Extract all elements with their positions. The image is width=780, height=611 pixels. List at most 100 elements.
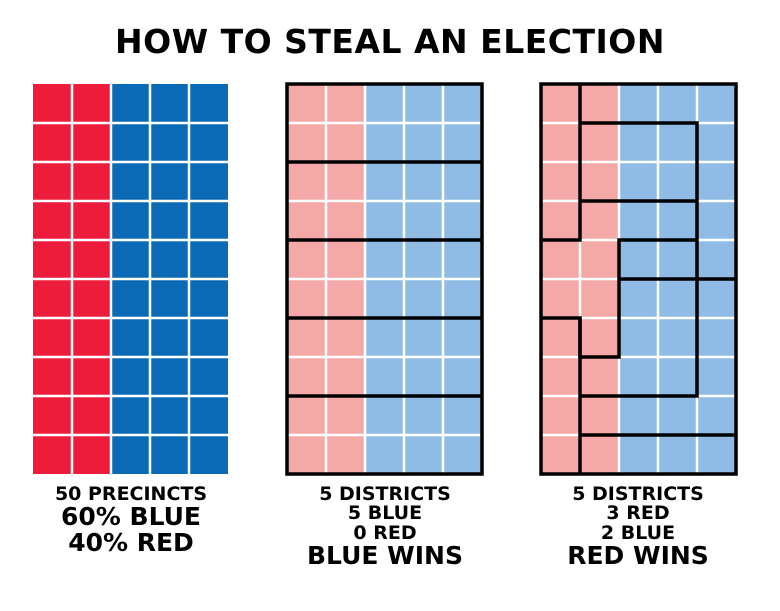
fair-red-precinct — [287, 201, 326, 240]
original-red-precinct — [72, 318, 111, 357]
fair-blue-precinct — [365, 435, 404, 474]
fair-red-precinct — [326, 357, 365, 396]
original-red-precinct — [72, 240, 111, 279]
original-blue-precinct — [189, 240, 228, 279]
gerry-blue-precinct — [619, 84, 658, 123]
original-red-precinct — [72, 201, 111, 240]
original-blue-precinct — [111, 435, 150, 474]
gerry-blue-precinct — [619, 123, 658, 162]
gerry-red-precinct — [541, 240, 580, 279]
fair-red-precinct — [287, 240, 326, 279]
original-blue-precinct — [189, 162, 228, 201]
fair-blue-precinct — [443, 396, 482, 435]
fair-blue-precinct — [443, 201, 482, 240]
original-red-precinct — [33, 396, 72, 435]
gerry-blue-precinct — [619, 318, 658, 357]
fair-blue-precinct — [365, 84, 404, 123]
caption-gerry-line-1: 5 DISTRICTS — [572, 483, 704, 505]
original-red-precinct — [33, 435, 72, 474]
gerry-red-precinct — [580, 318, 619, 357]
gerry-outer-border — [539, 82, 738, 476]
fair-blue-precinct — [404, 396, 443, 435]
caption-gerry-line-4: RED WINS — [567, 541, 709, 571]
fair-blue-precinct — [443, 123, 482, 162]
fair-red-precinct — [326, 240, 365, 279]
original-red-precinct — [72, 279, 111, 318]
gerry-red-precinct — [580, 240, 619, 279]
fair-blue-precinct — [365, 396, 404, 435]
fair-blue-precinct — [443, 240, 482, 279]
original-blue-precinct — [111, 84, 150, 123]
fair-red-precinct — [287, 318, 326, 357]
gerry-blue-precinct — [658, 318, 697, 357]
fair-red-precinct — [287, 357, 326, 396]
original-red-precinct — [33, 240, 72, 279]
original-red-precinct — [33, 162, 72, 201]
caption-original-line-2: 60% BLUE — [60, 502, 201, 532]
original-red-precinct — [33, 279, 72, 318]
gerry-blue-precinct — [697, 396, 736, 435]
original-blue-precinct — [111, 162, 150, 201]
original-blue-precinct — [150, 240, 189, 279]
gerry-blue-precinct — [658, 357, 697, 396]
original-blue-precinct — [189, 201, 228, 240]
original-blue-precinct — [111, 396, 150, 435]
gerry-blue-precinct — [697, 279, 736, 318]
fair-blue-precinct — [443, 162, 482, 201]
gerry-red-precinct — [580, 201, 619, 240]
caption-gerry-line-2: 3 RED — [606, 502, 670, 525]
fair-blue-precinct — [443, 84, 482, 123]
original-blue-precinct — [189, 435, 228, 474]
gerry-red-precinct — [580, 279, 619, 318]
fair-red-precinct — [326, 123, 365, 162]
original-red-precinct — [72, 162, 111, 201]
panel-fair-districts — [285, 82, 484, 476]
fair-red-precinct — [326, 279, 365, 318]
fair-red-precinct — [287, 162, 326, 201]
original-red-precinct — [33, 318, 72, 357]
gerry-blue-precinct — [658, 84, 697, 123]
original-blue-precinct — [150, 318, 189, 357]
original-red-precinct — [72, 435, 111, 474]
fair-blue-precinct — [443, 357, 482, 396]
original-blue-precinct — [150, 396, 189, 435]
original-blue-precinct — [189, 357, 228, 396]
gerry-red-precinct — [541, 162, 580, 201]
gerry-district-boundary — [541, 84, 582, 242]
fair-blue-precinct — [404, 435, 443, 474]
fair-red-precinct — [287, 123, 326, 162]
caption-fair-line-4: BLUE WINS — [307, 541, 463, 571]
gerry-blue-precinct — [619, 435, 658, 474]
caption-fair: 5 DISTRICTS 5 BLUE 0 RED BLUE WINS — [265, 484, 505, 571]
gerry-blue-precinct — [697, 84, 736, 123]
fair-red-precinct — [287, 279, 326, 318]
gerry-blue-precinct — [619, 357, 658, 396]
gerry-red-precinct — [580, 357, 619, 396]
fair-blue-precinct — [404, 240, 443, 279]
original-red-precinct — [33, 84, 72, 123]
fair-blue-precinct — [365, 279, 404, 318]
fair-blue-precinct — [404, 357, 443, 396]
original-blue-precinct — [189, 279, 228, 318]
fair-blue-precinct — [404, 279, 443, 318]
gerry-red-precinct — [541, 396, 580, 435]
original-blue-precinct — [150, 201, 189, 240]
original-blue-precinct — [111, 279, 150, 318]
gerry-blue-precinct — [619, 279, 658, 318]
fair-red-precinct — [326, 435, 365, 474]
original-blue-precinct — [150, 123, 189, 162]
gerry-blue-precinct — [658, 123, 697, 162]
gerry-blue-precinct — [619, 162, 658, 201]
gerry-district-boundary — [580, 121, 699, 398]
fair-blue-precinct — [404, 318, 443, 357]
original-blue-precinct — [111, 318, 150, 357]
original-red-precinct — [33, 123, 72, 162]
fair-blue-precinct — [365, 201, 404, 240]
panel-original-precincts — [33, 84, 228, 474]
fair-blue-precinct — [365, 240, 404, 279]
gerry-red-precinct — [580, 84, 619, 123]
fair-red-precinct — [326, 396, 365, 435]
fair-blue-precinct — [365, 318, 404, 357]
original-blue-precinct — [189, 123, 228, 162]
